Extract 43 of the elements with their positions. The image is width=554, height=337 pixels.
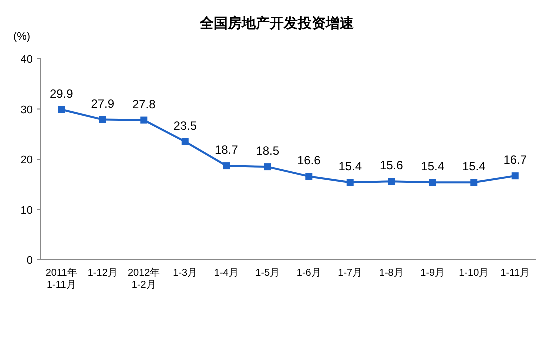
point [429,179,436,186]
y-tick-label: 0 [26,255,33,267]
x-tick-label: 1-7月 [338,268,363,279]
data-label: 29.9 [50,86,74,101]
point [346,179,354,186]
data-label: 15.4 [421,160,445,174]
x-tick-label: 1-8月 [379,268,404,279]
point [58,106,66,114]
point [223,162,230,170]
x-tick-label: 1-3月 [173,268,198,279]
y-tick-label: 10 [20,204,33,217]
x-tick-label: 1-10月 [459,268,490,279]
data-label: 15.4 [462,160,486,174]
y-axis-title: (%) [13,31,31,43]
point [470,179,478,186]
x-tick-label: 1-4月 [214,268,239,279]
y-tick-label: 30 [20,104,33,116]
x-tick-label: 1-9月 [420,268,446,279]
data-label: 27.8 [132,97,156,112]
y-tick-label: 40 [20,54,33,66]
point [512,172,519,180]
x-tick-label: 1-5月 [256,268,280,279]
x-tick-label: 2012年 1-2月 [128,267,160,291]
x-tick-label: 1-6月 [296,268,322,279]
x-tick-label: 2011年 1-11月 [46,267,78,291]
chart-title: 全国房地产开发投资增速 [199,15,355,31]
data-label: 15.6 [380,158,404,173]
point [182,138,189,146]
point [99,116,106,124]
point [388,178,396,186]
point [140,116,148,124]
x-tick-label: 1-12月 [88,268,118,279]
data-label: 23.5 [174,118,198,133]
y-tick-label: 20 [20,154,33,166]
data-label: 15.4 [338,160,362,174]
data-label: 16.6 [297,154,322,168]
data-label: 27.9 [91,96,115,111]
x-tick-label: 1-11月 [500,268,530,279]
data-label: 18.5 [256,144,280,158]
point [306,173,313,180]
point [264,164,272,171]
data-label: 18.7 [214,143,239,158]
data-label: 16.7 [504,153,528,168]
